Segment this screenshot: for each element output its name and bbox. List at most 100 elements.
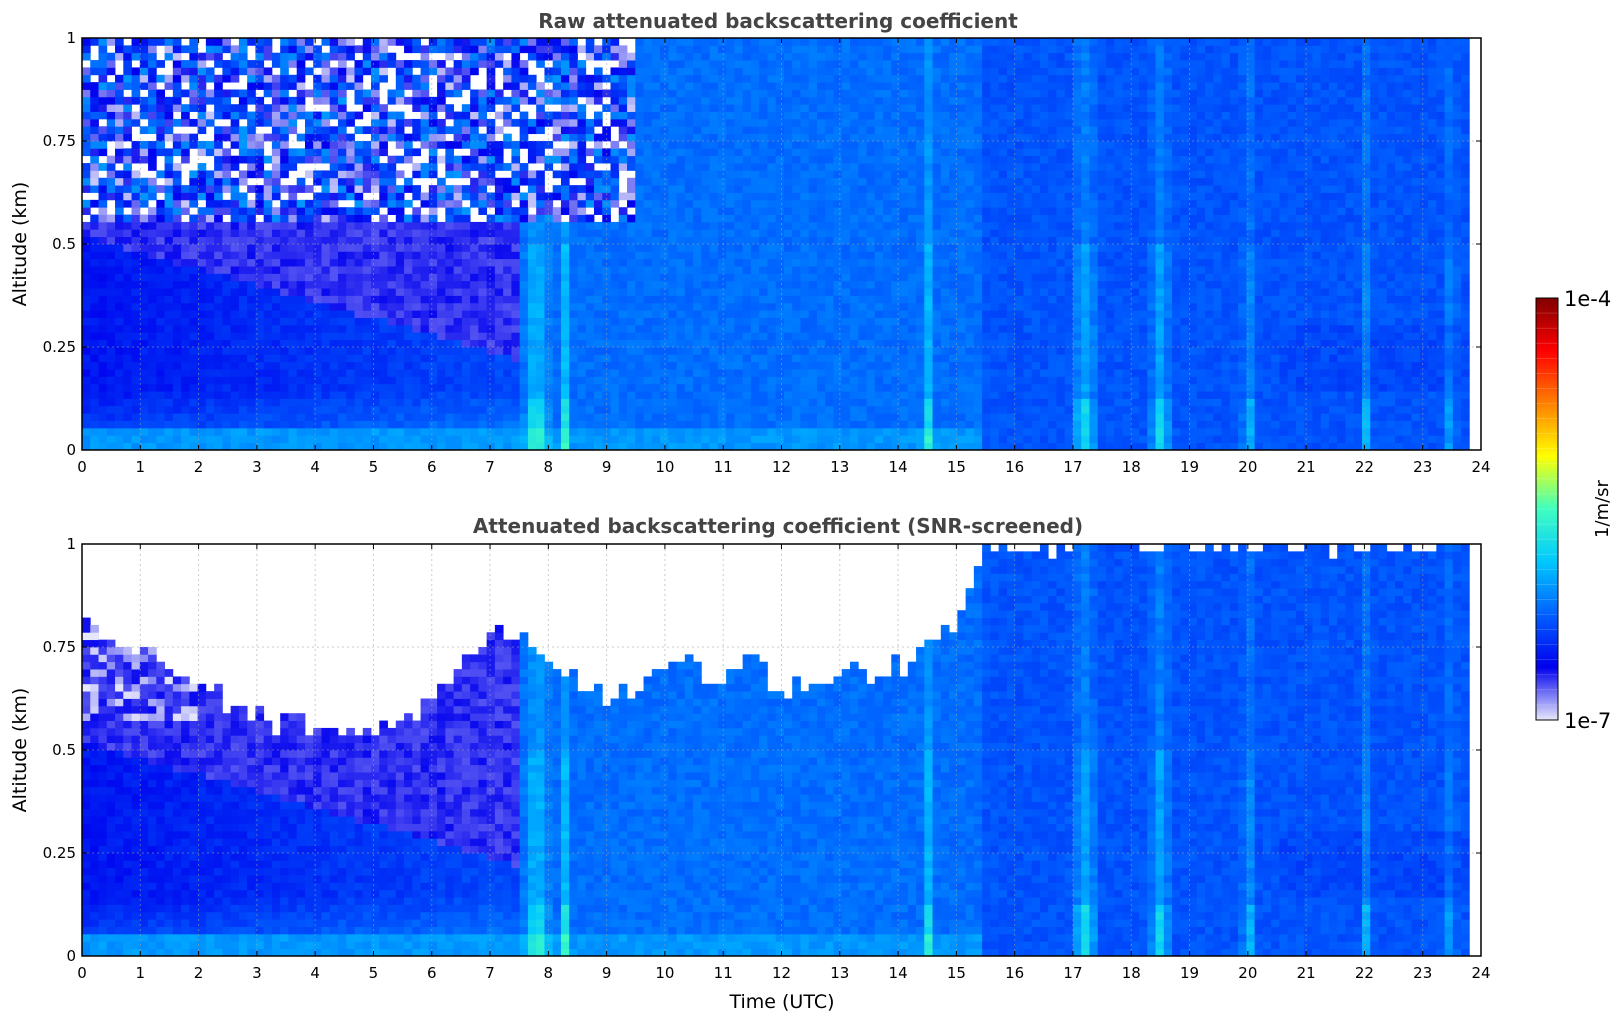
heatmap-cell	[618, 288, 628, 296]
heatmap-cell	[280, 273, 289, 282]
heatmap-cell	[734, 383, 744, 392]
heatmap-cell	[610, 295, 620, 304]
heatmap-cell	[536, 104, 545, 112]
heatmap-cell	[676, 339, 686, 348]
heatmap-cell	[164, 347, 174, 355]
heatmap-cell	[841, 192, 851, 201]
heatmap-cell	[494, 324, 504, 333]
heatmap-cell	[139, 155, 149, 164]
heatmap-cell	[453, 398, 463, 407]
heatmap-cell	[115, 369, 124, 377]
heatmap-cell	[610, 185, 620, 193]
heatmap-cell	[775, 288, 785, 296]
heatmap-cell	[849, 89, 859, 98]
heatmap-cell	[205, 221, 215, 230]
heatmap-cell	[387, 258, 397, 267]
heatmap-cell	[255, 266, 265, 274]
heatmap-cell	[536, 126, 545, 135]
heatmap-cell	[800, 427, 810, 436]
heatmap-cell	[164, 236, 174, 245]
heatmap-cell	[412, 185, 421, 193]
heatmap-cell	[841, 302, 851, 311]
heatmap-cell	[387, 185, 397, 193]
heatmap-cell	[486, 170, 496, 179]
heatmap-cell	[222, 442, 232, 451]
heatmap-cell	[354, 310, 364, 318]
heatmap-cell	[371, 398, 380, 407]
heatmap-cell	[792, 155, 801, 164]
heatmap-cell	[478, 302, 488, 311]
heatmap-cell	[833, 52, 843, 61]
heatmap-cell	[750, 177, 760, 186]
heatmap-cell	[536, 280, 545, 289]
heatmap-cell	[222, 126, 232, 135]
heatmap-cell	[676, 280, 686, 289]
heatmap-cell	[271, 229, 281, 238]
heatmap-cell	[618, 347, 628, 355]
heatmap-cell	[338, 229, 347, 238]
heatmap-cell	[247, 339, 256, 348]
heatmap-cell	[676, 244, 686, 252]
heatmap-cell	[288, 435, 298, 444]
heatmap-cell	[437, 413, 446, 421]
heatmap-cell	[775, 354, 785, 363]
heatmap-cell	[164, 192, 174, 201]
heatmap-cell	[420, 192, 430, 201]
heatmap-cell	[395, 60, 405, 68]
heatmap-cell	[618, 295, 628, 304]
heatmap-cell	[189, 339, 199, 348]
heatmap-cell	[635, 420, 644, 429]
heatmap-cell	[627, 52, 636, 61]
heatmap-cell	[470, 376, 479, 385]
heatmap-cell	[371, 236, 380, 245]
heatmap-cell	[82, 332, 91, 341]
heatmap-cell	[841, 383, 851, 392]
heatmap-cell	[841, 295, 851, 304]
heatmap-cell	[594, 118, 603, 127]
heatmap-cell	[82, 420, 91, 429]
heatmap-cell	[354, 442, 364, 451]
heatmap-cell	[841, 236, 851, 245]
heatmap-cell	[569, 420, 578, 429]
heatmap-cell	[775, 126, 785, 135]
heatmap-cell	[321, 207, 331, 215]
heatmap-cell	[90, 185, 99, 193]
heatmap-cell	[544, 52, 554, 61]
heatmap-cell	[833, 391, 843, 399]
heatmap-cell	[478, 376, 488, 385]
heatmap-cell	[800, 118, 810, 127]
heatmap-cell	[478, 317, 488, 326]
heatmap-cell	[115, 317, 124, 326]
heatmap-cell	[115, 324, 124, 333]
heatmap-cell	[726, 383, 735, 392]
heatmap-cell	[560, 111, 570, 120]
heatmap-cell	[750, 104, 760, 112]
heatmap-cell	[214, 155, 223, 164]
heatmap-cell	[825, 420, 834, 429]
heatmap-cell	[684, 266, 694, 274]
heatmap-cell	[304, 280, 314, 289]
heatmap-cell	[238, 435, 248, 444]
heatmap-cell	[238, 258, 248, 267]
heatmap-cell	[148, 376, 157, 385]
heatmap-cell	[222, 310, 232, 318]
heatmap-cell	[767, 89, 777, 98]
heatmap-cell	[106, 420, 116, 429]
heatmap-cell	[461, 398, 471, 407]
heatmap-cell	[230, 258, 240, 267]
heatmap-cell	[552, 185, 562, 193]
heatmap-cell	[280, 214, 289, 223]
heatmap-cell	[197, 60, 207, 68]
heatmap-cell	[536, 111, 545, 120]
heatmap-cell	[329, 38, 339, 46]
heatmap-cell	[115, 266, 124, 274]
heatmap-cell	[825, 118, 834, 127]
heatmap-cell	[594, 148, 603, 157]
heatmap-cell	[288, 391, 298, 399]
heatmap-cell	[734, 82, 744, 90]
heatmap-cell	[585, 332, 595, 341]
heatmap-cell	[503, 354, 512, 363]
heatmap-cell	[693, 273, 702, 282]
heatmap-cell	[676, 52, 686, 61]
heatmap-cell	[858, 310, 867, 318]
